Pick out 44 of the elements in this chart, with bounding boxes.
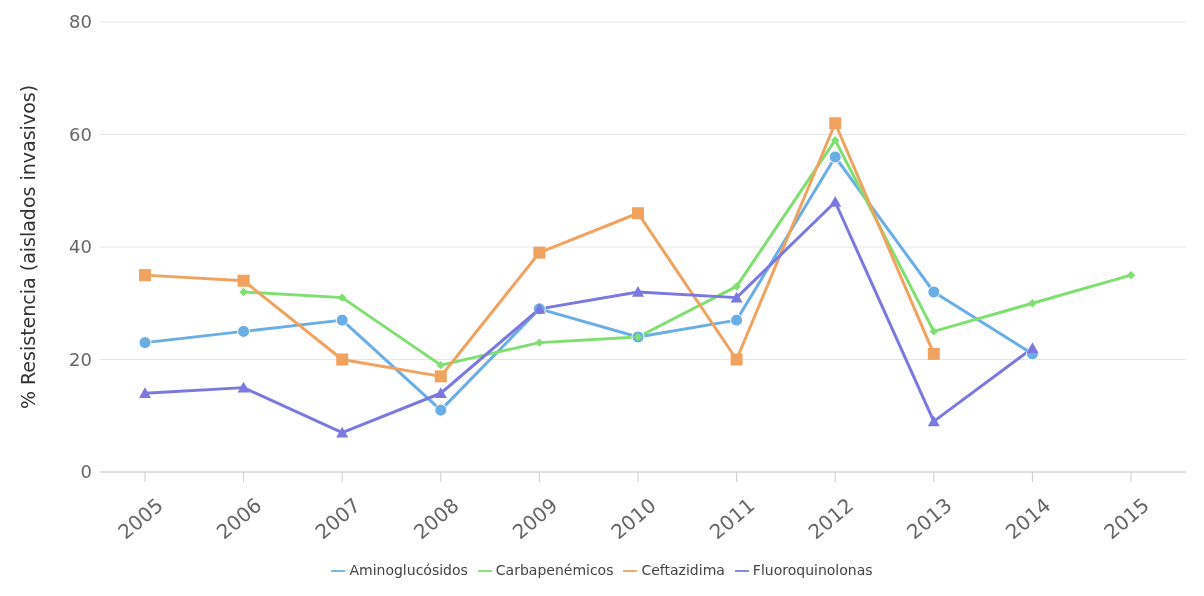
y-tick-label: 60 <box>69 123 92 145</box>
point <box>237 381 250 393</box>
point <box>927 347 940 360</box>
point <box>927 285 941 299</box>
point <box>1028 299 1037 308</box>
point <box>338 293 347 302</box>
point <box>335 313 349 327</box>
point <box>336 353 349 366</box>
point <box>929 327 938 336</box>
point <box>434 403 448 417</box>
y-tick-label: 0 <box>80 461 92 483</box>
point <box>831 135 840 145</box>
point <box>533 246 546 259</box>
point <box>535 338 544 347</box>
legend-label: Ceftazidima <box>641 562 725 578</box>
point <box>829 117 842 130</box>
point <box>139 387 151 399</box>
y-axis-title: % Resistencia (aislados invasivos) <box>16 84 39 410</box>
point <box>1026 342 1039 354</box>
point <box>436 360 445 370</box>
point <box>139 269 151 282</box>
point <box>730 313 744 327</box>
point <box>239 287 248 297</box>
point <box>434 387 447 399</box>
point <box>237 324 251 338</box>
point <box>138 336 152 350</box>
point <box>730 291 743 303</box>
point <box>336 426 349 438</box>
legend-label: Carbapenémicos <box>495 562 614 578</box>
point <box>434 370 447 383</box>
point <box>828 150 842 164</box>
point <box>732 282 741 291</box>
y-tick-label: 80 <box>69 11 92 33</box>
legend-label: Fluoroquinolonas <box>752 562 873 578</box>
point <box>632 207 644 220</box>
point <box>237 274 250 287</box>
legend-label: Aminoglucósidos <box>349 562 468 578</box>
point <box>927 415 940 427</box>
point <box>1126 270 1136 280</box>
y-tick-label: 40 <box>69 236 92 258</box>
point <box>829 196 842 207</box>
y-tick-label: 20 <box>69 348 92 370</box>
point <box>730 353 743 366</box>
point <box>632 286 644 297</box>
